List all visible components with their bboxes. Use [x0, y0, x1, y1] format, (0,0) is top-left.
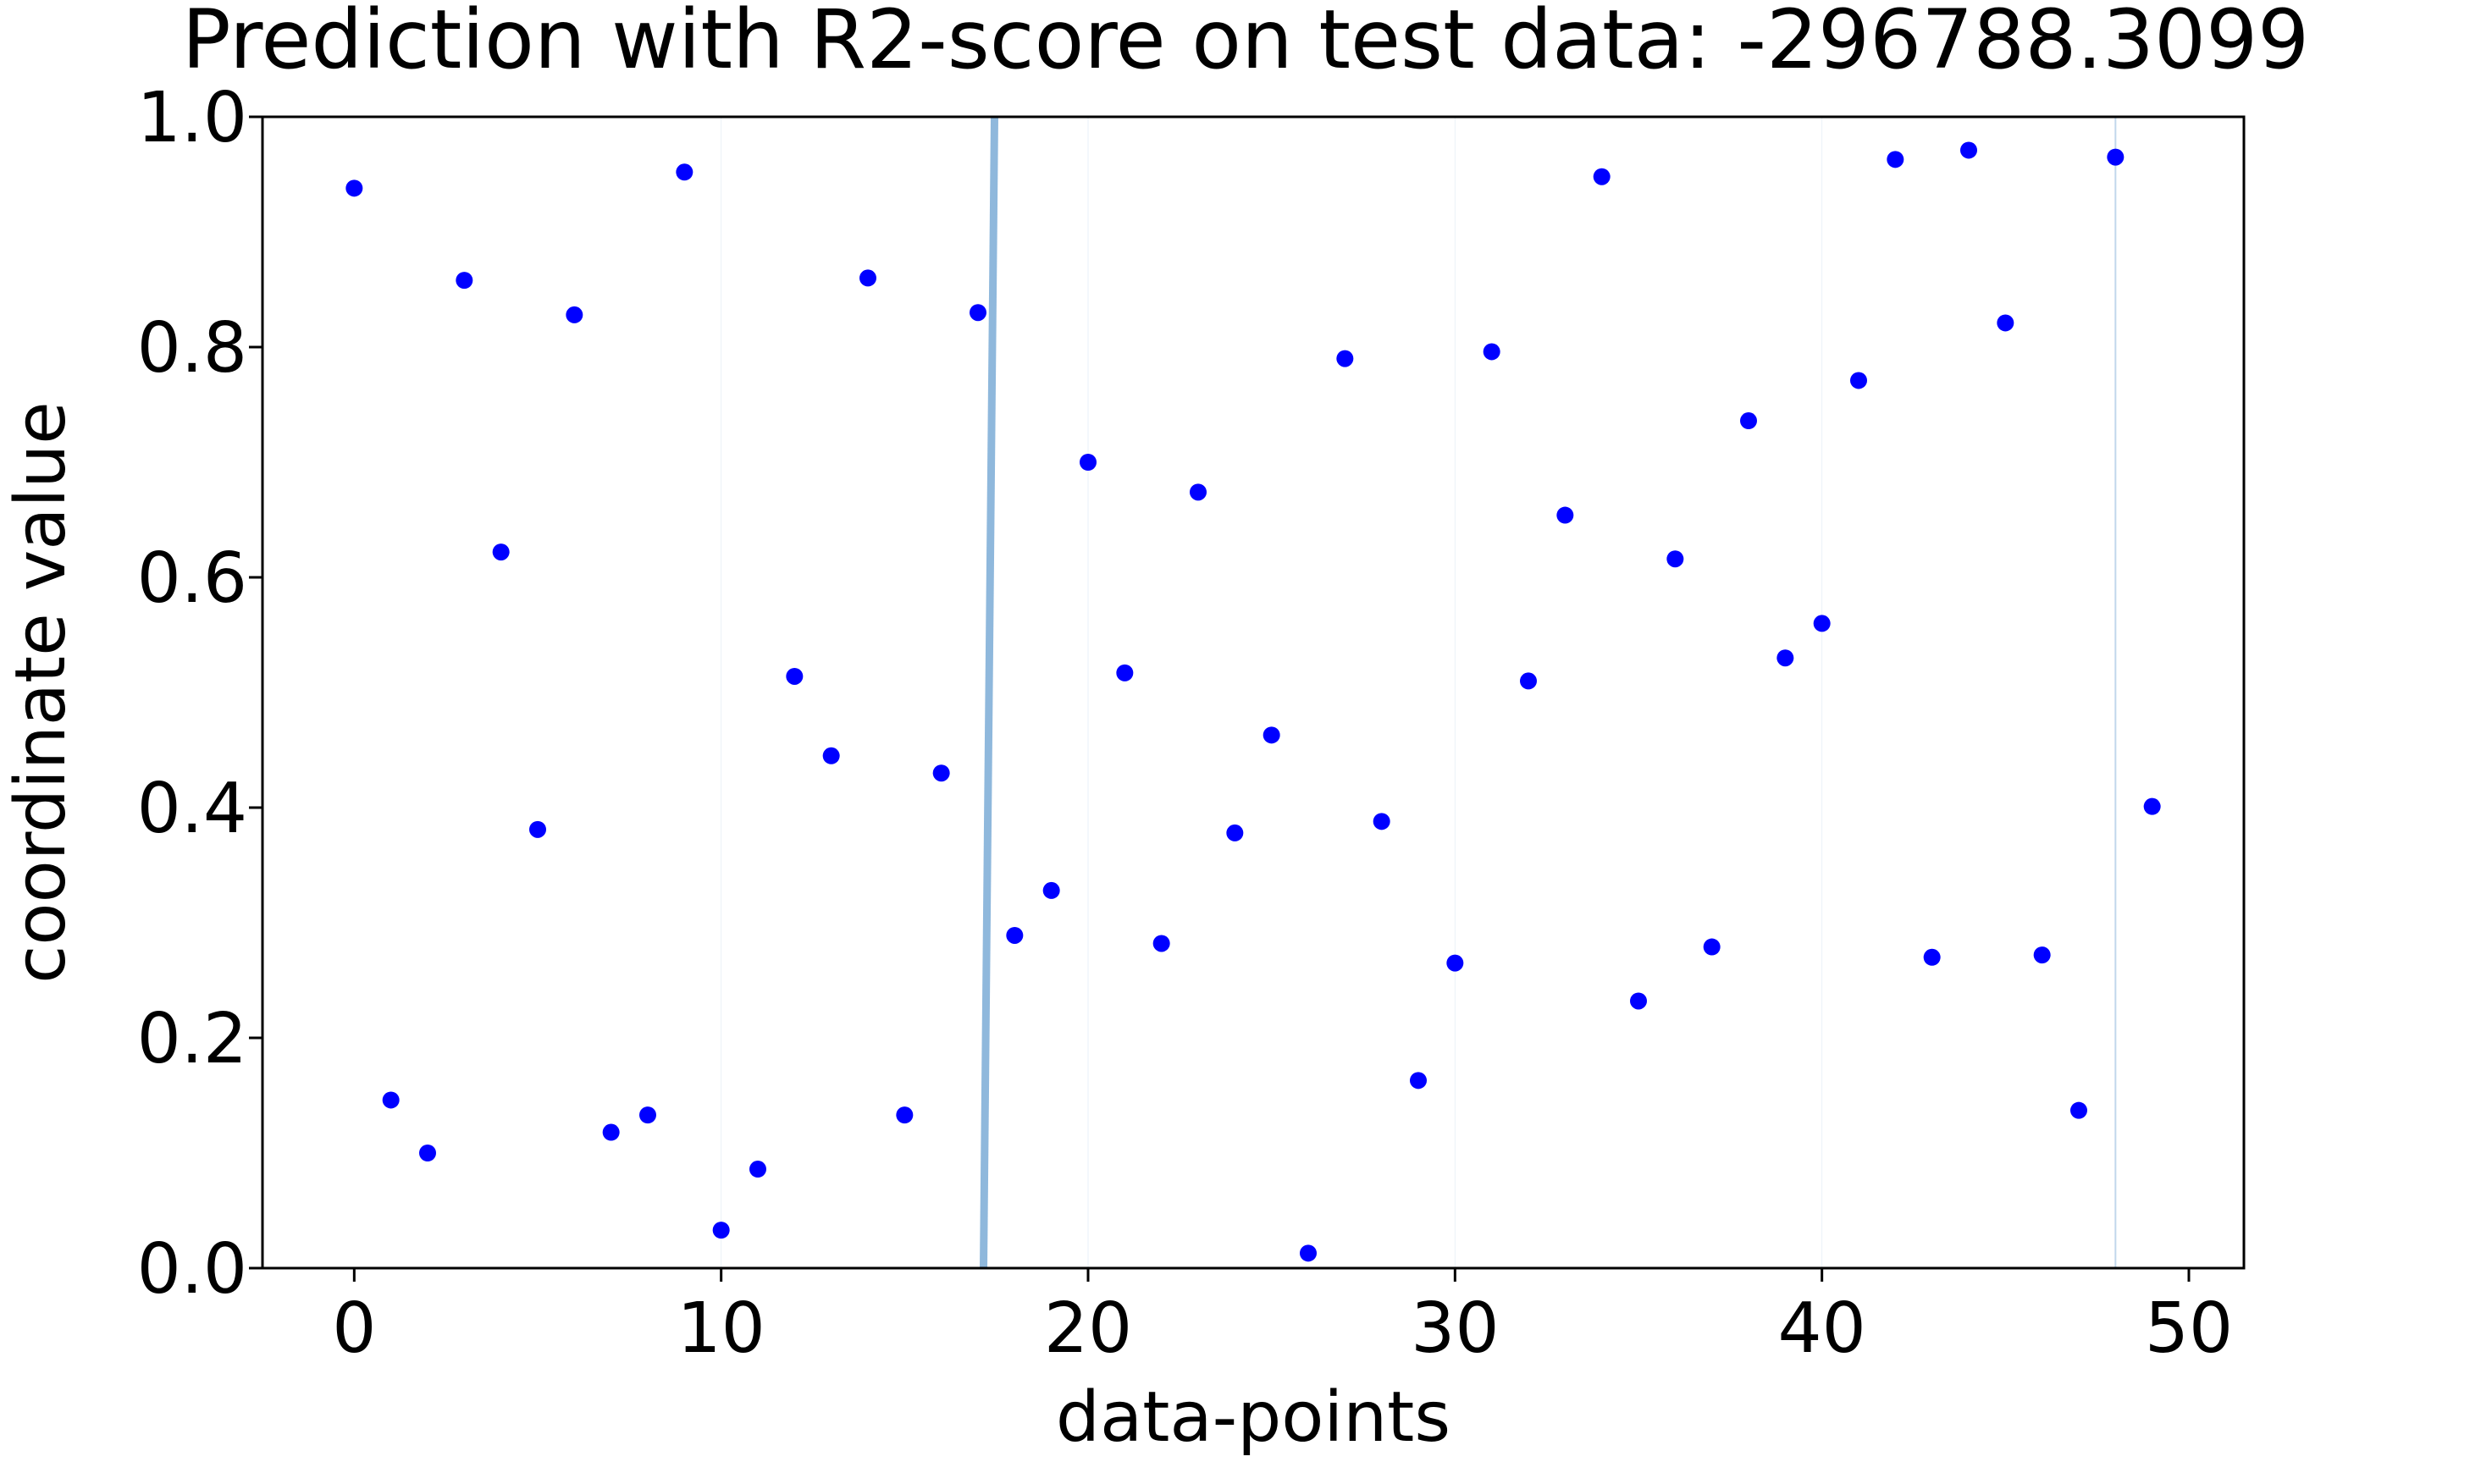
data-point: [1556, 506, 1574, 524]
data-point: [1740, 412, 1757, 430]
data-point: [1226, 824, 1244, 841]
data-point: [2143, 797, 2161, 815]
data-point: [529, 820, 546, 838]
data-point: [1410, 1072, 1427, 1090]
y-axis-label: coordinate value: [1, 401, 81, 983]
data-point: [1997, 314, 2014, 332]
data-point: [932, 764, 950, 782]
x-axis-label: data-points: [1056, 1377, 1450, 1458]
data-point: [639, 1106, 656, 1124]
data-point: [1042, 881, 1060, 899]
data-point: [2107, 148, 2125, 166]
data-point: [1116, 664, 1134, 681]
data-point: [492, 543, 510, 561]
x-tick-label: 0: [332, 1288, 376, 1369]
data-point: [1703, 938, 1721, 956]
prediction-line: [980, 116, 998, 1269]
y-tick-label: 0.0: [137, 1229, 247, 1310]
x-tick-label: 10: [677, 1288, 765, 1369]
y-tick-label: 0.8: [137, 308, 247, 389]
data-point: [566, 306, 583, 323]
data-points-layer: [345, 141, 2161, 1262]
plot-area: [262, 117, 2244, 1268]
x-tick-label: 40: [1777, 1288, 1865, 1369]
data-point: [712, 1222, 730, 1239]
data-point: [602, 1123, 620, 1141]
y-tick-label: 0.6: [137, 538, 247, 619]
data-point: [859, 269, 876, 287]
data-point: [1850, 372, 1867, 389]
data-point: [822, 747, 840, 764]
data-point: [345, 179, 363, 197]
data-point: [896, 1106, 914, 1124]
data-point: [1373, 813, 1390, 830]
chart-title: Prediction with R2-score on test data: -…: [182, 0, 2310, 87]
y-tick-label: 1.0: [137, 78, 247, 158]
x-tick-label: 30: [1411, 1288, 1499, 1369]
data-point: [1300, 1244, 1317, 1262]
x-tick-label: 20: [1044, 1288, 1132, 1369]
data-point: [1520, 672, 1537, 690]
data-point: [1666, 550, 1684, 568]
data-point: [970, 304, 986, 322]
data-point: [1446, 954, 1464, 972]
data-point: [1336, 350, 1354, 367]
data-point: [1006, 926, 1024, 944]
y-tick-label: 0.2: [137, 999, 247, 1079]
x-axis-ticks: 0 10 20 30 40 50: [332, 1268, 2233, 1369]
data-point: [1813, 615, 1831, 632]
data-point: [1483, 343, 1500, 361]
faint-vertical-lines: [721, 117, 2117, 1268]
y-axis-ticks: 0.0 0.2 0.4 0.6 0.8 1.0: [137, 78, 262, 1310]
data-point: [786, 667, 804, 685]
data-point: [382, 1091, 400, 1109]
plot-frame: [261, 115, 2246, 1270]
x-tick-label: 50: [2145, 1288, 2233, 1369]
data-point: [1263, 726, 1280, 744]
data-point: [1593, 168, 1611, 185]
data-point: [1887, 151, 1904, 168]
data-point: [1630, 992, 1647, 1010]
data-point: [1080, 454, 1097, 471]
data-point: [749, 1161, 766, 1178]
data-point: [2070, 1101, 2087, 1119]
data-point: [1190, 483, 1207, 501]
data-point: [1960, 141, 1977, 159]
data-point: [1776, 649, 1794, 667]
data-point: [1152, 935, 1170, 952]
data-point: [1923, 948, 1941, 966]
y-tick-label: 0.4: [137, 769, 247, 849]
data-point: [419, 1145, 436, 1161]
data-point: [2033, 946, 2051, 964]
data-point: [456, 272, 473, 290]
data-point: [676, 163, 693, 181]
